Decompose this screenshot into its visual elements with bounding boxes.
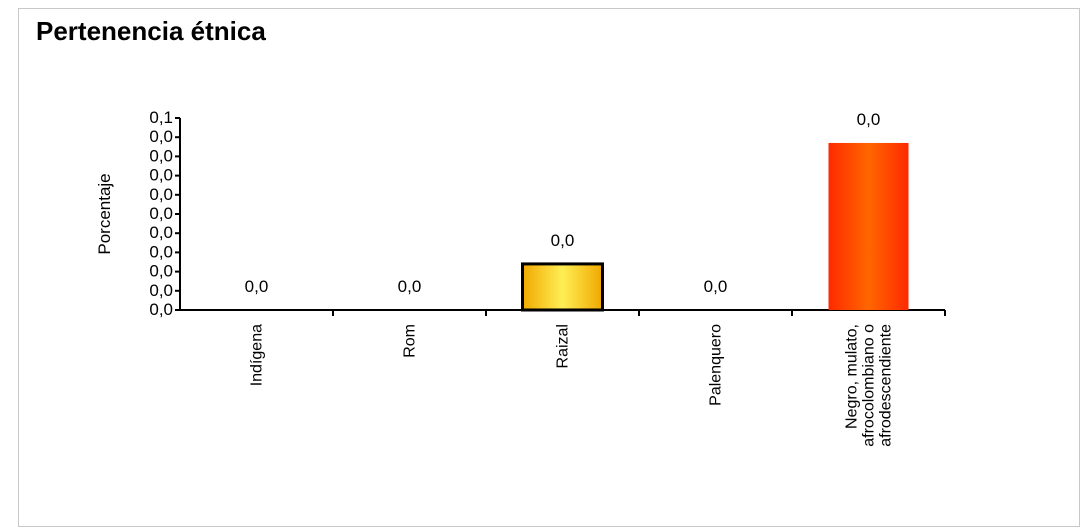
data-label: 0,0	[857, 110, 881, 129]
y-tick-label: 0,1	[149, 108, 173, 127]
data-label: 0,0	[398, 277, 422, 296]
y-tick-label: 0,0	[149, 146, 173, 165]
data-label: 0,0	[245, 277, 269, 296]
category-label: Negro, mulato,afrocolombiano oafrodescen…	[844, 324, 895, 447]
y-tick-label: 0,0	[149, 281, 173, 300]
y-tick-label: 0,0	[149, 262, 173, 281]
y-axis-title: Porcentaje	[95, 173, 114, 254]
y-tick-label: 0,0	[149, 127, 173, 146]
category-label: Indígena	[249, 324, 266, 386]
bar	[828, 142, 909, 310]
chart-title: Pertenencia étnica	[36, 16, 266, 46]
y-tick-label: 0,0	[149, 242, 173, 261]
chart-frame	[18, 8, 1080, 527]
y-tick-label: 0,0	[149, 223, 173, 242]
y-tick-label: 0,0	[149, 185, 173, 204]
category-label: Rom	[402, 324, 419, 358]
y-tick-label: 0,0	[149, 166, 173, 185]
category-label: Palenquero	[708, 324, 725, 406]
y-tick-label: 0,0	[149, 204, 173, 223]
bar	[521, 262, 604, 312]
category-label: Raizal	[555, 324, 572, 368]
y-tick-label: 0,0	[149, 300, 173, 319]
data-label: 0,0	[704, 277, 728, 296]
data-label: 0,0	[551, 231, 575, 250]
